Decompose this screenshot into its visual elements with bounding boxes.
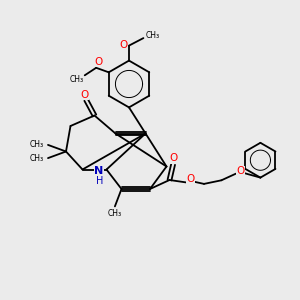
Text: O: O xyxy=(94,57,103,67)
Text: CH₃: CH₃ xyxy=(69,75,83,84)
Text: CH₃: CH₃ xyxy=(107,208,122,217)
Text: O: O xyxy=(236,166,244,176)
Text: O: O xyxy=(119,40,128,50)
Text: CH₃: CH₃ xyxy=(29,140,44,149)
Text: O: O xyxy=(186,174,195,184)
Text: H: H xyxy=(96,176,103,186)
Text: CH₃: CH₃ xyxy=(146,31,160,40)
Text: O: O xyxy=(80,89,89,100)
Text: N: N xyxy=(94,166,103,176)
Text: CH₃: CH₃ xyxy=(29,154,44,163)
Text: O: O xyxy=(169,153,177,164)
